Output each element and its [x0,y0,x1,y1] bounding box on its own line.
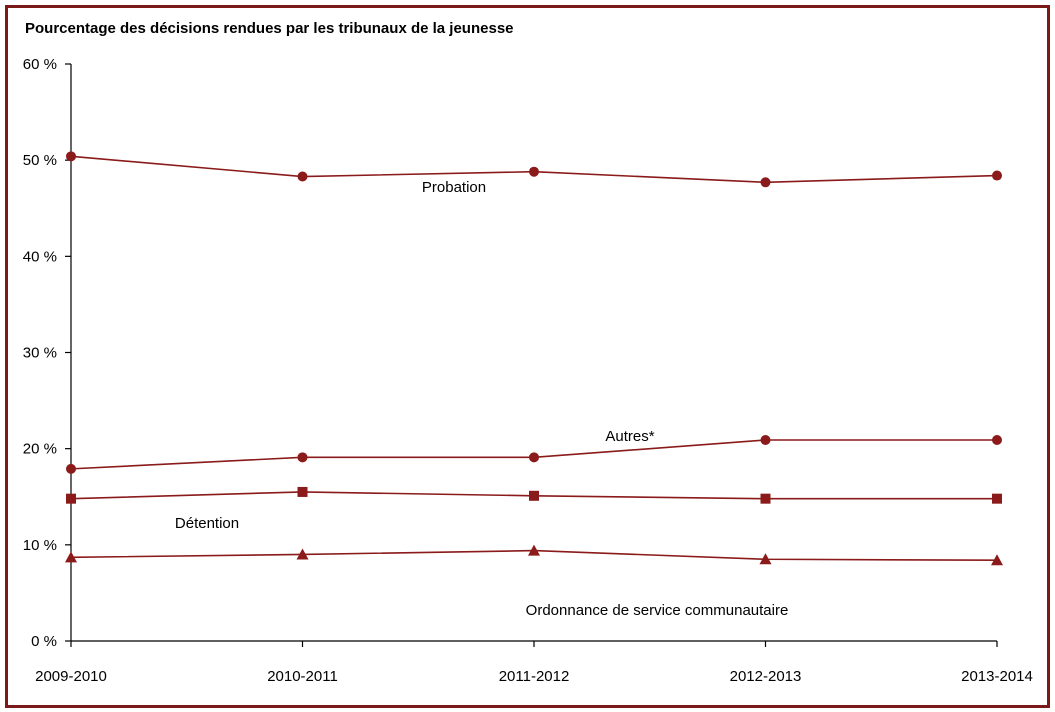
data-point [992,493,1002,504]
series-circle [66,151,1002,188]
data-point [297,486,308,497]
data-point [759,553,772,565]
data-point [65,551,77,563]
x-tick-label: 2012-2013 [730,668,802,685]
data-point [760,493,771,504]
x-tick-label: 2010-2011 [267,668,338,685]
y-tick-label: 20 % [23,441,57,458]
data-point [528,544,540,556]
data-point [297,171,308,182]
series-label: Autres* [605,428,654,445]
data-point [529,166,539,177]
y-tick-label: 40 % [23,248,57,265]
data-point [529,452,539,463]
data-point [66,463,76,474]
series-layer [65,151,1003,566]
chart-frame [5,5,1050,708]
series-label: Probation [422,179,486,196]
x-tick-label: 2009-2010 [35,668,107,685]
data-point [760,435,771,446]
data-point [66,493,76,504]
data-point [992,435,1002,446]
data-point [760,177,771,188]
chart-title: Pourcentage des décisions rendues par le… [25,20,514,37]
x-tick-label: 2011-2012 [499,668,570,685]
series-labels: Probation Autres* Détention Ordonnance de s… [175,179,788,619]
y-tick-label: 0 % [31,633,57,650]
x-tick-label: 2013-2014 [961,668,1033,685]
data-point [297,452,308,463]
y-tick-label: 50 % [23,152,57,169]
data-point [529,490,539,501]
series-square [66,486,1002,504]
y-tick-label: 60 % [23,56,57,73]
axes: 0 % 10 % 20 % 30 % 40 % 50 % 60 % 2009-2010 2010… [23,56,1033,685]
y-tick-label: 10 % [23,537,57,554]
data-point [992,170,1002,181]
y-tick-label: 30 % [23,345,57,362]
series-circle [66,435,1002,474]
data-point [296,548,309,560]
series-label: Ordonnance de service communautaire [526,602,789,619]
data-point [66,151,76,162]
data-point [991,554,1003,566]
series-triangle [65,544,1003,566]
series-label: Détention [175,515,239,532]
